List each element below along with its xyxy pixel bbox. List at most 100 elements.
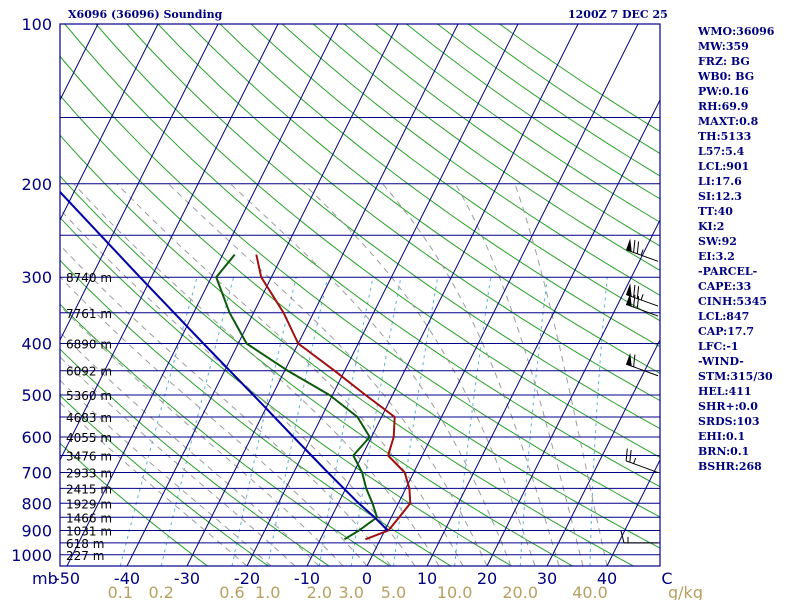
- moist-adiabat-line: [60, 244, 392, 566]
- height-label: 2415 m: [66, 482, 112, 496]
- wind-barb: [625, 283, 659, 307]
- isobars: [60, 24, 660, 566]
- mixing-ratio-unit-label: g/kg: [668, 583, 703, 600]
- barb-flag: [626, 352, 632, 367]
- isotherm-line: [606, 458, 660, 566]
- index-line: SHR+:0.0: [698, 400, 758, 413]
- isotherms: [0, 24, 660, 566]
- pressure-tick-label: 500: [21, 386, 52, 405]
- dry-adiabat-line: [60, 216, 512, 566]
- isotherm-line: [246, 24, 519, 566]
- moist-adiabat-line: [60, 305, 344, 566]
- height-label: 618 m: [66, 537, 104, 551]
- isotherm-line: [186, 24, 459, 566]
- isotherm-line: [60, 24, 219, 342]
- moist-adiabat-line: [382, 183, 560, 566]
- mixing-ratio-line: [318, 277, 374, 566]
- plot-border: [59, 23, 661, 567]
- barb-feather: [629, 449, 632, 463]
- index-line: LI:17.6: [698, 175, 742, 188]
- height-label: 1031 m: [66, 525, 112, 539]
- index-line: BRN:0.1: [698, 445, 750, 458]
- moist-adiabat-line: [454, 183, 584, 566]
- index-line: WB0: BG: [698, 70, 755, 83]
- temperature-unit-label: C: [661, 569, 672, 588]
- mixing-ratio-line: [589, 277, 608, 566]
- mixing-ratio-line: [393, 277, 439, 566]
- dry-adiabat-line: [64, 24, 660, 488]
- observation-time: 1200Z 7 DEC 25: [568, 8, 668, 21]
- height-label: 3476 m: [66, 450, 112, 464]
- barb-feather: [636, 296, 640, 309]
- dry-adiabat-line: [60, 348, 330, 566]
- dry-adiabat-line: [188, 24, 660, 374]
- moist-adiabat-line: [514, 183, 608, 566]
- height-label: 2933 m: [66, 467, 112, 481]
- index-line: EHI:0.1: [698, 430, 746, 443]
- moist-adiabat-line: [73, 183, 440, 566]
- dry-adiabat-line: [281, 24, 660, 296]
- index-line: LCL:847: [698, 310, 750, 323]
- mixing-ratio-tick-label: 1.0: [255, 583, 280, 600]
- pressure-tick-label: 100: [21, 15, 52, 34]
- mixing-ratio-tick-label: 0.2: [148, 583, 173, 600]
- dry-adiabats: [60, 24, 660, 566]
- moist-adiabats: [60, 183, 608, 566]
- isotherm-line: [366, 24, 639, 566]
- isotherm-line: [546, 338, 660, 566]
- isotherm-line: [126, 24, 399, 566]
- wind-barb: [620, 530, 659, 544]
- index-line: MAXT:0.8: [698, 115, 759, 128]
- index-line: -PARCEL-: [698, 265, 758, 278]
- index-line: SI:12.3: [698, 190, 742, 203]
- parcel-trace: [60, 190, 389, 532]
- index-line: WMO:36096: [698, 25, 775, 38]
- mixing-ratio-tick-label: 20.0: [502, 583, 538, 600]
- dewpoint-trace: [215, 253, 378, 541]
- mixing-ratio-line: [267, 277, 329, 566]
- moist-adiabat-line: [168, 183, 488, 566]
- moist-adiabat-line: [60, 276, 368, 566]
- temperature-tick-label: -50: [54, 569, 80, 588]
- mixing-ratio-tick-label: 0.1: [108, 583, 133, 600]
- mixing-ratio-tick-label: 3.0: [338, 583, 363, 600]
- dry-adiabat-line: [250, 24, 660, 322]
- barb-feather: [636, 241, 640, 254]
- wind-barbs: [620, 238, 659, 544]
- isotherm-line: [426, 98, 660, 566]
- wind-barb: [625, 352, 659, 377]
- dry-adiabat-line: [60, 175, 573, 566]
- mixing-ratio-tick-label: 10.0: [437, 583, 473, 600]
- moist-adiabat-line: [60, 208, 416, 566]
- index-line: SW:92: [698, 235, 737, 248]
- index-line: CAPE:33: [698, 280, 752, 293]
- index-line: FRZ: BG: [698, 55, 750, 68]
- barb-half-feather: [640, 249, 644, 256]
- sounding-traces: [60, 190, 412, 541]
- isotherm-line: [0, 24, 38, 566]
- index-line: -WIND-: [698, 355, 744, 368]
- barb-staff: [625, 294, 659, 307]
- index-line: LCL:901: [698, 160, 750, 173]
- dry-adiabat-line: [126, 24, 660, 430]
- station-title: X6096 (36096) Sounding: [68, 8, 223, 21]
- mixing-ratio-line: [119, 277, 198, 566]
- plot-frame: [59, 23, 661, 567]
- pressure-tick-label: 700: [21, 464, 52, 483]
- mixing-ratio-line: [350, 277, 402, 566]
- height-label: 4055 m: [66, 431, 112, 445]
- pressure-tick-label: 300: [21, 268, 52, 287]
- barb-feather: [633, 294, 636, 308]
- stability-indices-panel: WMO:36096 MW:359 FRZ: BG WB0: BG PW:0.16 RH:6…: [698, 24, 798, 474]
- moist-adiabat-line: [303, 183, 536, 566]
- wind-barb: [625, 448, 659, 474]
- pressure-tick-label: 400: [21, 335, 52, 354]
- index-line: CAP:17.7: [698, 325, 755, 338]
- height-label: 4683 m: [66, 411, 112, 425]
- pressure-unit-label: mb: [32, 569, 58, 588]
- barb-feather: [633, 284, 636, 298]
- pressure-tick-label: 800: [21, 494, 52, 513]
- dry-adiabat-line: [95, 24, 660, 458]
